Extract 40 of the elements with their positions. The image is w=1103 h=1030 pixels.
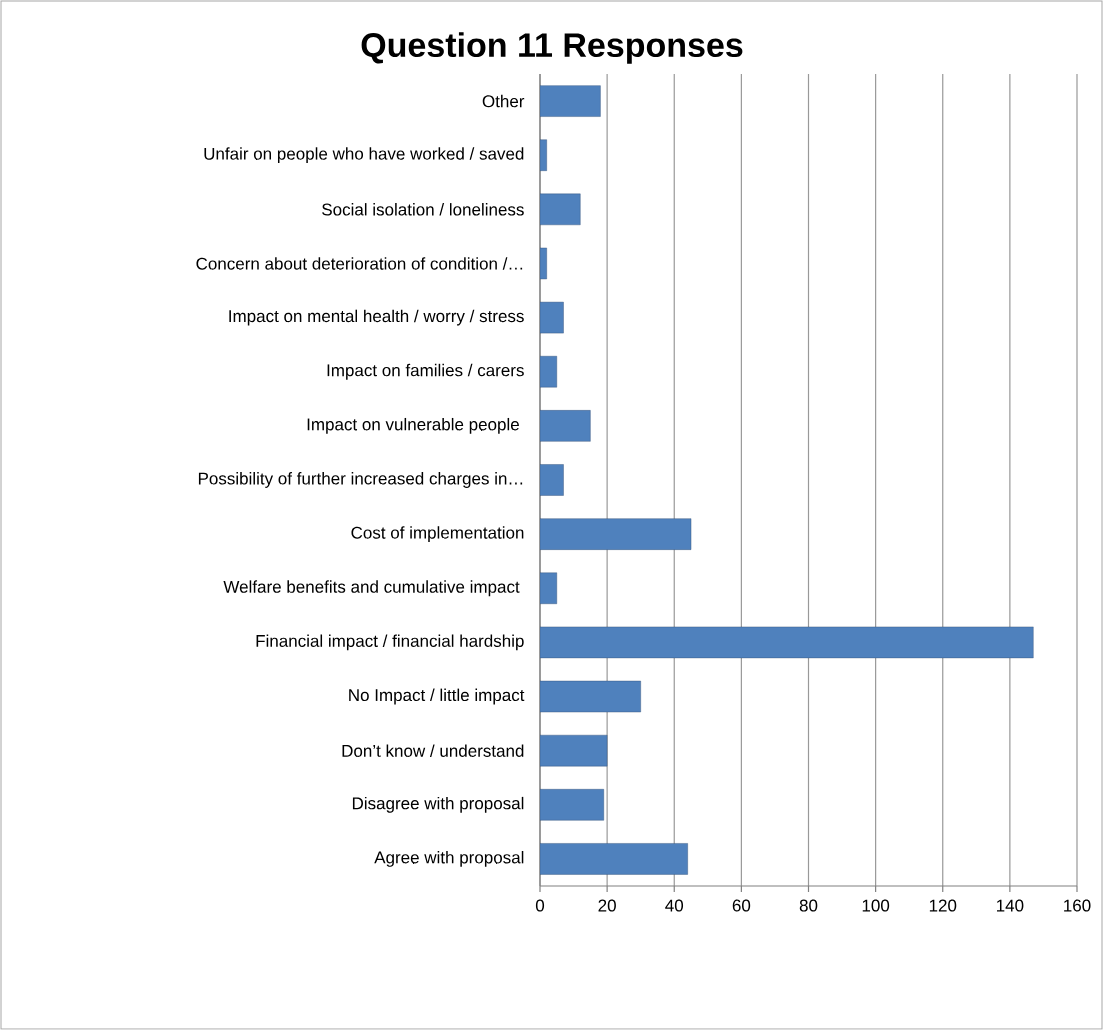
y-tick-label: Financial impact / financial hardship xyxy=(256,634,524,651)
y-tick-label: Other xyxy=(482,94,525,108)
y-tick-label: Impact on families / carers xyxy=(327,363,524,380)
bar xyxy=(540,247,547,280)
bar xyxy=(540,193,581,226)
y-tick-label: Impact on mental health / worry / stress xyxy=(229,309,524,326)
x-tick-label: 20 xyxy=(598,899,616,912)
x-tick-label: 140 xyxy=(997,899,1024,912)
y-tick-label: Unfair on people who have worked / saved xyxy=(204,147,524,164)
x-tick-label: 40 xyxy=(665,899,684,912)
bar xyxy=(540,356,557,388)
y-tick-label: No Impact / little impact xyxy=(349,688,525,705)
bar xyxy=(540,518,692,550)
chart-title: Question 11 Responses xyxy=(361,32,743,64)
x-tick-label: 60 xyxy=(732,899,751,912)
y-tick-label: Disagree with proposal xyxy=(352,796,524,813)
x-tick-label: 80 xyxy=(799,899,818,912)
y-tick-label: Impact on vulnerable people xyxy=(307,417,519,434)
bar xyxy=(540,85,601,117)
bar xyxy=(540,680,641,713)
x-tick-label: 0 xyxy=(535,899,545,912)
y-tick-label: Social isolation / loneliness xyxy=(322,203,524,216)
bar xyxy=(540,301,564,334)
bar xyxy=(540,626,1034,659)
y-tick-label: Don’t know / understand xyxy=(342,744,524,757)
y-tick-label: Cost of implementation xyxy=(351,526,524,543)
bar xyxy=(540,572,557,604)
y-tick-label: Possibility of further increased charges in… xyxy=(198,472,523,488)
y-tick-label: Welfare benefits and cumulative impact xyxy=(223,580,520,597)
x-tick-label: 160 xyxy=(1064,899,1091,912)
x-tick-label: 120 xyxy=(929,899,957,912)
bar xyxy=(540,734,608,767)
bar xyxy=(540,464,564,496)
bar xyxy=(540,410,591,442)
bar xyxy=(540,139,547,171)
bar xyxy=(540,843,688,875)
y-tick-label: Agree with proposal xyxy=(374,851,524,867)
y-tick-label: Concern about deterioration of condition /… xyxy=(196,257,523,270)
x-tick-label: 100 xyxy=(862,899,890,912)
bar xyxy=(540,789,604,821)
